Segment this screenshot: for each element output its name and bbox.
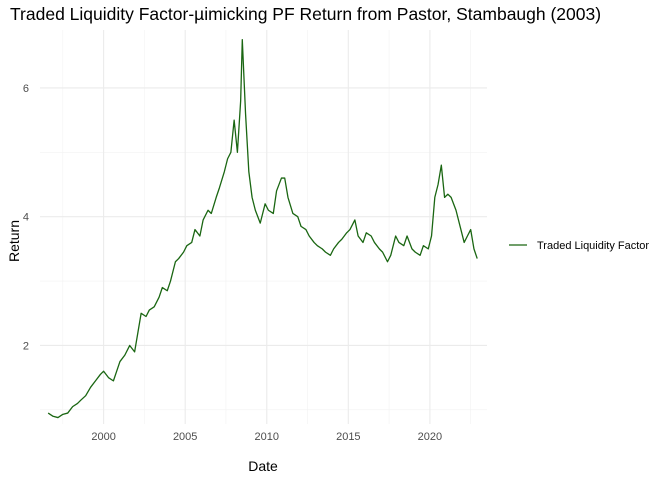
legend-label: Traded Liquidity Factor	[537, 240, 649, 252]
chart-title: Traded Liquidity Factor-µimicking PF Ret…	[10, 4, 601, 24]
x-tick-label: 2010	[255, 431, 279, 443]
y-tick-label: 6	[23, 83, 29, 95]
series-line	[47, 39, 478, 419]
major-gridlines	[40, 30, 487, 424]
x-axis-ticks: 2000 2005 2010 2015 2020	[91, 431, 442, 443]
y-axis-ticks: 2 4 6	[23, 83, 29, 353]
legend: Traded Liquidity Factor	[509, 240, 649, 252]
x-tick-label: 2020	[418, 431, 442, 443]
x-tick-label: 2015	[336, 431, 360, 443]
y-tick-label: 2	[23, 340, 29, 352]
x-tick-label: 2000	[91, 431, 115, 443]
x-tick-label: 2005	[173, 431, 197, 443]
x-axis-label: Date	[248, 458, 278, 474]
y-tick-label: 4	[23, 212, 29, 224]
y-axis-label: Return	[6, 220, 22, 262]
series-layer	[47, 39, 478, 419]
minor-gridlines	[40, 30, 487, 424]
